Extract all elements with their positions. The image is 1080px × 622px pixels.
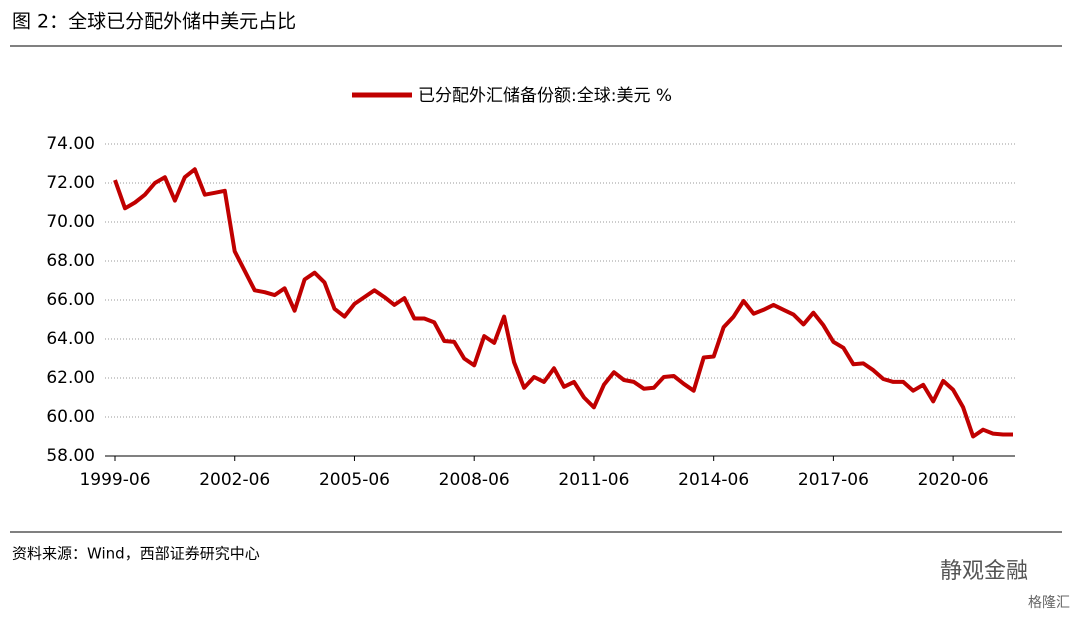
x-tick-label: 2014-06 (678, 470, 749, 490)
x-tick-label: 2017-06 (798, 470, 869, 490)
legend-label: 已分配外汇储备份额:全球:美元 % (418, 86, 672, 106)
y-tick-label: 64.00 (46, 329, 95, 349)
y-tick-label: 60.00 (46, 407, 95, 427)
y-tick-label: 70.00 (46, 212, 95, 232)
title: 图 2：全球已分配外储中美元占比 (12, 11, 296, 33)
x-tick-label: 2008-06 (439, 470, 510, 490)
y-tick-label: 58.00 (46, 446, 95, 466)
y-tick-label: 74.00 (46, 134, 95, 154)
watermark: 静观金融 (940, 559, 1028, 584)
x-tick-label: 2005-06 (319, 470, 390, 490)
source: 资料来源：Wind，西部证券研究中心 (12, 545, 260, 563)
x-tick-label: 2011-06 (558, 470, 629, 490)
y-tick-label: 62.00 (46, 368, 95, 388)
x-tick-label: 1999-06 (79, 470, 150, 490)
logo: 格隆汇 (1028, 595, 1070, 611)
y-tick-label: 68.00 (46, 251, 95, 271)
x-tick-label: 2020-06 (918, 470, 989, 490)
line (113, 167, 1013, 439)
x-tick-label: 2002-06 (199, 470, 270, 490)
y-tick-label: 72.00 (46, 173, 95, 193)
y-tick-label: 66.00 (46, 290, 95, 310)
